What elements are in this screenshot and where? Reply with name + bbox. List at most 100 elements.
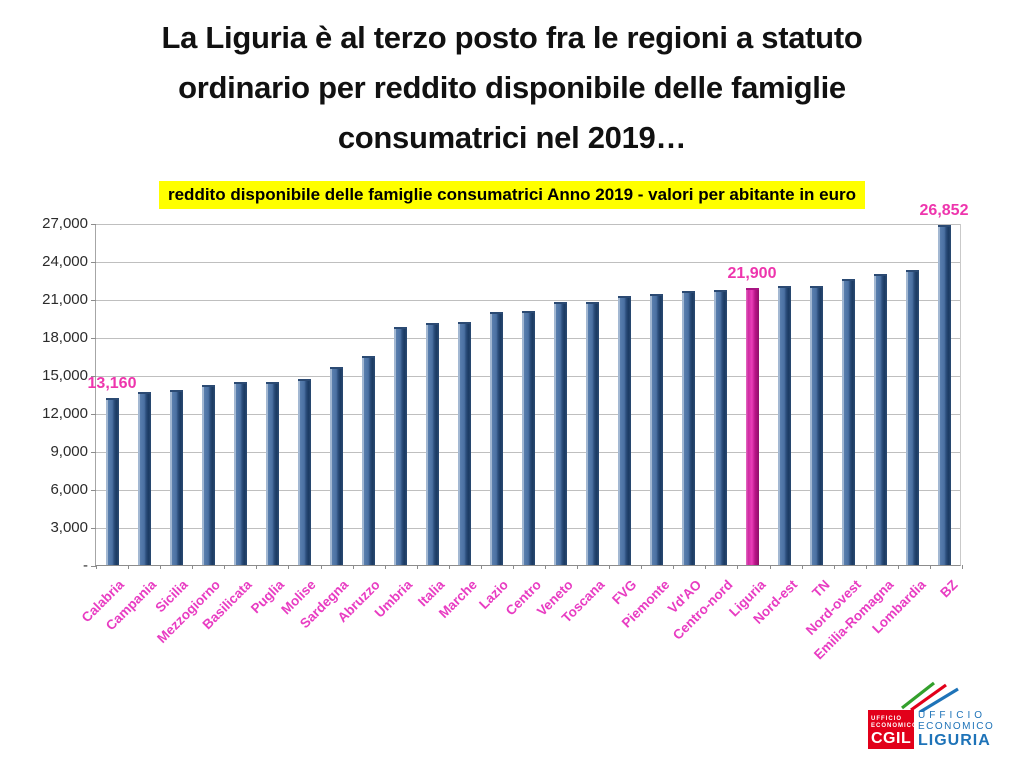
- y-tick-label: 12,000: [42, 405, 88, 422]
- y-tick-label: 3,000: [50, 519, 88, 536]
- x-tick-mark: [833, 565, 835, 569]
- x-tick-mark: [288, 565, 290, 569]
- y-tick-mark: [91, 528, 96, 529]
- x-tick-mark: [384, 565, 386, 569]
- bar-Vd'AO: [681, 291, 695, 565]
- bar-cell-Puglia: [256, 224, 288, 565]
- y-tick-mark: [91, 566, 96, 567]
- x-tick-mark: [801, 565, 803, 569]
- title-line-3: consumatrici nel 2019…: [337, 120, 687, 155]
- bar-cell-Emilia-Romagna: [864, 224, 896, 565]
- y-tick-label: 21,000: [42, 291, 88, 308]
- gridline: [96, 300, 960, 301]
- bar-Lombardia: [905, 270, 919, 565]
- gridline: [96, 262, 960, 263]
- logo-cgil-liguria: UFFICIO ECONOMICO CGIL UFFICIO ECONOMICO…: [868, 680, 1008, 749]
- bar-cell-FVG: [608, 224, 640, 565]
- bar-cell-Sicilia: [160, 224, 192, 565]
- y-tick-label: 27,000: [42, 215, 88, 232]
- x-tick-mark: [929, 565, 931, 569]
- x-tick-mark: [320, 565, 322, 569]
- y-tick-label: -: [83, 557, 88, 574]
- y-tick-mark: [91, 490, 96, 491]
- bar-cell-Centro-nord: [704, 224, 736, 565]
- bar-Centro-nord: [713, 290, 727, 565]
- bar-Liguria: [745, 287, 759, 565]
- x-tick-mark: [256, 565, 258, 569]
- bar-FVG: [617, 295, 631, 565]
- bar-Veneto: [553, 302, 567, 565]
- x-tick-mark: [352, 565, 354, 569]
- bar-cell-BZ: 26,852: [920, 202, 968, 565]
- chart-subtitle-highlighted: reddito disponibile delle famiglie consu…: [158, 181, 865, 209]
- y-tick-mark: [91, 262, 96, 263]
- x-tick-mark: [705, 565, 707, 569]
- x-tick-mark: [448, 565, 450, 569]
- bar-Lazio: [489, 311, 503, 565]
- bar-Sardegna: [329, 366, 343, 565]
- bar-cell-Calabria: 13,160: [88, 224, 136, 565]
- y-tick-mark: [91, 376, 96, 377]
- bar-cell-Nord-est: [768, 224, 800, 565]
- bar-Toscana: [585, 301, 599, 565]
- y-tick-label: 9,000: [50, 443, 88, 460]
- bar-cell-Sardegna: [320, 224, 352, 565]
- x-axis-labels: Calabria Campania Sicilia Mezzogiorno Basili…: [78, 568, 961, 698]
- bar-cell-Vd'AO: [672, 224, 704, 565]
- logo-economico-text: ECONOMICO: [918, 721, 995, 732]
- bar-Sicilia: [169, 389, 183, 565]
- bar-BZ: [937, 224, 951, 565]
- bar-cell-Mezzogiorno: [192, 224, 224, 565]
- bar-cell-Lazio: [480, 224, 512, 565]
- bar-Basilicata: [233, 382, 247, 565]
- bar-cell-Campania: [128, 224, 160, 565]
- x-tick-mark: [641, 565, 643, 569]
- y-tick-mark: [91, 338, 96, 339]
- logo-box-ufficio-text: UFFICIO: [871, 716, 902, 722]
- bar-cell-Umbria: [384, 224, 416, 565]
- y-tick-mark: [91, 300, 96, 301]
- bar-cell-Piemonte: [640, 224, 672, 565]
- x-tick-mark: [737, 565, 739, 569]
- logo-box-economico-text: ECONOMICO: [871, 723, 918, 729]
- y-tick-label: 18,000: [42, 329, 88, 346]
- bar-Emilia-Romagna: [873, 273, 887, 565]
- x-tick-mark: [545, 565, 547, 569]
- bar-cell-Veneto: [544, 224, 576, 565]
- x-tick-mark: [673, 565, 675, 569]
- bar-Puglia: [265, 381, 279, 565]
- bar-Centro: [521, 311, 535, 565]
- bar-Campania: [137, 391, 151, 565]
- x-tick-mark: [480, 565, 482, 569]
- x-tick-mark: [769, 565, 771, 569]
- x-tick-mark: [897, 565, 899, 569]
- x-tick-mark: [609, 565, 611, 569]
- bar-TN: [809, 285, 823, 565]
- bar-cell-Molise: [288, 224, 320, 565]
- bar-Nord-est: [777, 286, 791, 565]
- bar-cell-Abruzzo: [352, 224, 384, 565]
- logo-stripes-icon: [901, 681, 959, 712]
- bar-Calabria: [105, 398, 119, 565]
- bar-cell-Lombardia: [896, 224, 928, 565]
- x-tick-mark: [577, 565, 579, 569]
- logo-cgil-box: UFFICIO ECONOMICO CGIL: [868, 710, 918, 749]
- bar-Nord-ovest: [841, 279, 855, 565]
- x-tick-mark: [160, 565, 162, 569]
- logo-liguria-text: LIGURIA: [918, 732, 991, 749]
- bar-Italia: [425, 323, 439, 565]
- bar-cell-TN: [800, 224, 832, 565]
- title-line-1: La Liguria è al terzo posto fra le regio…: [161, 20, 863, 55]
- x-tick-mark: [96, 565, 97, 569]
- bar-cell-Toscana: [576, 224, 608, 565]
- y-tick-label: 15,000: [42, 367, 88, 384]
- bar-Molise: [297, 379, 311, 565]
- x-tick-mark: [416, 565, 418, 569]
- y-tick-label: 6,000: [50, 481, 88, 498]
- y-tick-mark: [91, 224, 96, 225]
- y-tick-mark: [91, 452, 96, 453]
- x-tick-mark: [512, 565, 514, 569]
- x-label-BZ: BZ: [937, 577, 961, 601]
- x-tick-mark: [224, 565, 226, 569]
